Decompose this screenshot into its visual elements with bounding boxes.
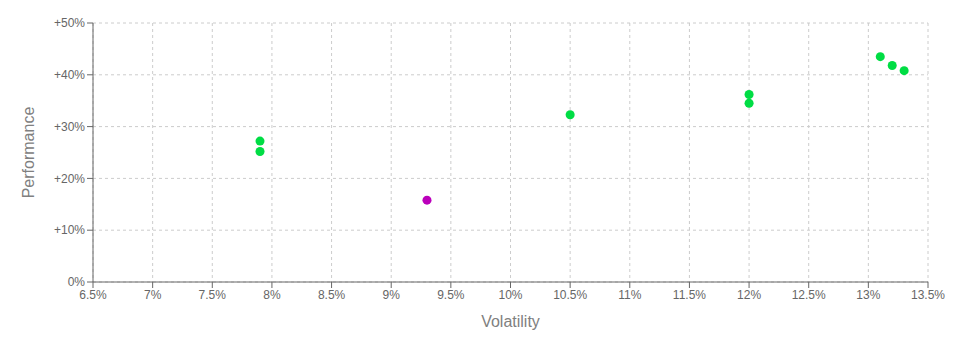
svg-text:0%: 0% bbox=[68, 275, 86, 289]
svg-text:+50%: +50% bbox=[54, 16, 85, 30]
svg-text:10.5%: 10.5% bbox=[553, 288, 587, 302]
svg-text:+20%: +20% bbox=[54, 172, 85, 186]
svg-text:7%: 7% bbox=[144, 288, 162, 302]
svg-text:12.5%: 12.5% bbox=[792, 288, 826, 302]
svg-text:13.5%: 13.5% bbox=[911, 288, 945, 302]
svg-text:Performance: Performance bbox=[20, 107, 37, 199]
svg-text:+40%: +40% bbox=[54, 68, 85, 82]
svg-text:+10%: +10% bbox=[54, 223, 85, 237]
svg-text:8.5%: 8.5% bbox=[318, 288, 346, 302]
svg-text:8%: 8% bbox=[263, 288, 281, 302]
svg-text:6.5%: 6.5% bbox=[79, 288, 107, 302]
svg-text:11.5%: 11.5% bbox=[673, 288, 706, 302]
svg-text:Volatility: Volatility bbox=[481, 313, 540, 330]
svg-text:10%: 10% bbox=[498, 288, 522, 302]
svg-text:9.5%: 9.5% bbox=[437, 288, 465, 302]
svg-text:12%: 12% bbox=[737, 288, 761, 302]
svg-text:7.5%: 7.5% bbox=[199, 288, 227, 302]
svg-text:13%: 13% bbox=[856, 288, 880, 302]
svg-text:9%: 9% bbox=[383, 288, 401, 302]
svg-text:+30%: +30% bbox=[54, 120, 85, 134]
svg-text:11%: 11% bbox=[618, 288, 641, 302]
